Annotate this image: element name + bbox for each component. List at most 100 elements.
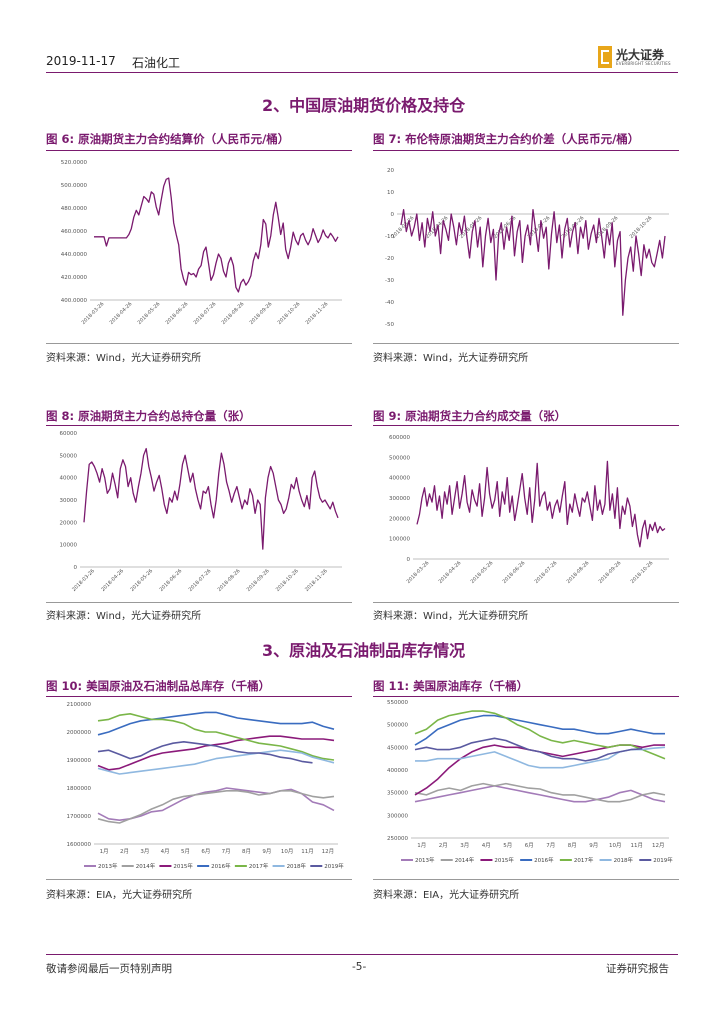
fig11-xtick-label: 5月 (503, 842, 512, 849)
fig11-xtick-label: 8月 (568, 842, 577, 849)
fig11-source-rule (373, 879, 679, 880)
fig6-xtick-label: 2018-10-26 (277, 301, 302, 326)
fig10-title-rule (46, 696, 352, 697)
fig9-xtick-label: 2018-03-26 (406, 560, 431, 585)
fig7-ytick-label: -50 (385, 322, 394, 328)
fig8-xtick-label: 2018-05-26 (129, 568, 154, 593)
fig10-series-line (97, 711, 335, 736)
fig11-ytick-label: 550000 (387, 700, 408, 706)
fig9-title-rule (373, 425, 679, 426)
fig10-legend-label: 2017年 (249, 862, 269, 870)
fig6-ytick-label: 500.0000 (61, 183, 88, 189)
fig11-title: 图 11: 美国原油库存（千桶） (373, 679, 529, 693)
fig8-ytick-label: 20000 (60, 520, 78, 526)
fig7-ytick-label: -10 (385, 234, 394, 240)
section-2-title: 2、中国原油期货价格及持仓 (262, 96, 466, 115)
fig7-source-rule (373, 343, 679, 344)
fig9-chart: 6000005000004000003000002000001000000201… (389, 435, 669, 585)
fig9-ytick-label: 100000 (389, 537, 410, 543)
fig11-legend-label: 2019年 (653, 856, 673, 864)
fig11-ytick-label: 250000 (387, 836, 408, 842)
fig6-title: 图 6: 原油期货主力合约结算价（人民币元/桶） (46, 132, 290, 146)
fig11-series-line (414, 785, 666, 803)
fig11-xtick-label: 11月 (631, 842, 644, 849)
fig11-xtick-label: 1月 (417, 842, 426, 849)
fig10-ytick-label: 1900000 (67, 758, 92, 764)
fig11-legend-label: 2014年 (455, 856, 475, 864)
fig10-xtick-label: 8月 (242, 848, 251, 855)
fig6-chart: 520.0000 500.0000 480.0000 460.0000 440.0000… (61, 160, 342, 326)
fig8-ytick-label: 0 (74, 565, 78, 571)
footer-report-type: 证券研究报告 (606, 963, 669, 975)
fig9-ytick-label: 500000 (389, 455, 410, 461)
fig6-ytick-label: 480.0000 (61, 206, 88, 212)
fig11-legend-label: 2017年 (574, 856, 594, 864)
fig10-xtick-label: 10月 (281, 848, 294, 855)
fig9-xtick-label: 2018-09-26 (598, 560, 623, 585)
fig11-xtick-label: 10月 (609, 842, 622, 849)
fig6-xtick-label: 2018-07-26 (193, 301, 218, 326)
fig6-xtick-label: 2018-05-26 (137, 301, 162, 326)
fig10-xtick-label: 4月 (161, 848, 170, 855)
fig8-title: 图 8: 原油期货主力合约总持仓量（张） (46, 409, 251, 423)
brand-logo: 光大证券 EVERBRIGHT SECURITIES (598, 46, 680, 70)
fig10-xtick-label: 9月 (262, 848, 271, 855)
fig10-legend-label: 2015年 (173, 862, 193, 870)
fig11-xtick-label: 4月 (482, 842, 491, 849)
fig9-source-rule (373, 602, 679, 603)
fig9-ytick-label: 300000 (389, 496, 410, 502)
fig8-ytick-label: 50000 (60, 453, 78, 459)
fig6-xtick-label: 2018-11-26 (305, 301, 330, 326)
logo-name: 光大证券 (616, 48, 665, 62)
fig11-series-line (414, 737, 643, 762)
fig10-legend-label: 2018年 (287, 862, 307, 870)
fig9-xtick-label: 2018-05-26 (470, 560, 495, 585)
fig9-ytick-label: 400000 (389, 476, 410, 482)
fig6-ytick-label: 400.0000 (61, 298, 88, 304)
fig11-source: 资料来源：EIA，光大证券研究所 (373, 890, 520, 901)
fig11-legend-label: 2016年 (534, 856, 554, 864)
fig11-xtick-label: 6月 (525, 842, 534, 849)
fig10-title: 图 10: 美国原油及石油制品总库存（千桶） (46, 679, 271, 693)
fig10-legend-label: 2019年 (324, 862, 344, 870)
fig11-ytick-label: 300000 (387, 813, 408, 819)
fig10-xtick-label: 11月 (301, 848, 314, 855)
fig10-xtick-label: 3月 (140, 848, 149, 855)
fig7-ytick-label: -20 (385, 256, 394, 262)
page-number: -5- (352, 961, 367, 973)
fig6-ytick-label: 460.0000 (61, 229, 88, 235)
fig11-legend-label: 2013年 (415, 856, 435, 864)
fig11-series-line (414, 710, 666, 760)
fig11-xtick-label: 7月 (546, 842, 555, 849)
fig7-title: 图 7: 布伦特原油期货主力合约价差（人民币元/桶） (373, 132, 640, 146)
fig6-title-rule (46, 150, 352, 151)
fig8-xtick-label: 2018-07-26 (188, 568, 213, 593)
fig8-xtick-label: 2018-11-26 (304, 568, 329, 593)
fig10-ytick-label: 1800000 (67, 786, 92, 792)
fig9-ytick-label: 600000 (389, 435, 410, 441)
footer-disclaimer: 敬请参阅最后一页特别声明 (46, 963, 172, 975)
fig11-xtick-label: 9月 (589, 842, 598, 849)
fig9-ytick-label: 200000 (389, 516, 410, 522)
fig8-ytick-label: 10000 (60, 543, 78, 549)
fig10-xtick-label: 6月 (201, 848, 210, 855)
fig10-chart: 2100000 2000000 1900000 1800000 1700000 16000… (67, 702, 345, 870)
fig8-xtick-label: 2018-09-26 (246, 568, 271, 593)
fig10-ytick-label: 1700000 (67, 814, 92, 820)
fig10-legend-label: 2013年 (98, 862, 118, 870)
fig11-xtick-label: 12月 (652, 842, 665, 849)
fig7-ytick-label: 0 (391, 212, 395, 218)
fig10-series-line (97, 735, 335, 771)
fig11-ytick-label: 500000 (387, 723, 408, 729)
fig6-xtick-label: 2018-09-26 (249, 301, 274, 326)
fig11-title-rule (373, 696, 679, 697)
fig10-ytick-label: 2000000 (67, 730, 92, 736)
fig6-xtick-label: 2018-04-26 (109, 301, 134, 326)
fig7-ytick-label: -40 (385, 300, 394, 306)
fig6-xtick-label: 2018-08-26 (221, 301, 246, 326)
footer-divider (46, 954, 678, 955)
fig11-legend-label: 2015年 (494, 856, 514, 864)
fig9-title: 图 9: 原油期货主力合约成交量（张） (373, 409, 567, 423)
fig9-xtick-label: 2018-04-26 (438, 560, 463, 585)
